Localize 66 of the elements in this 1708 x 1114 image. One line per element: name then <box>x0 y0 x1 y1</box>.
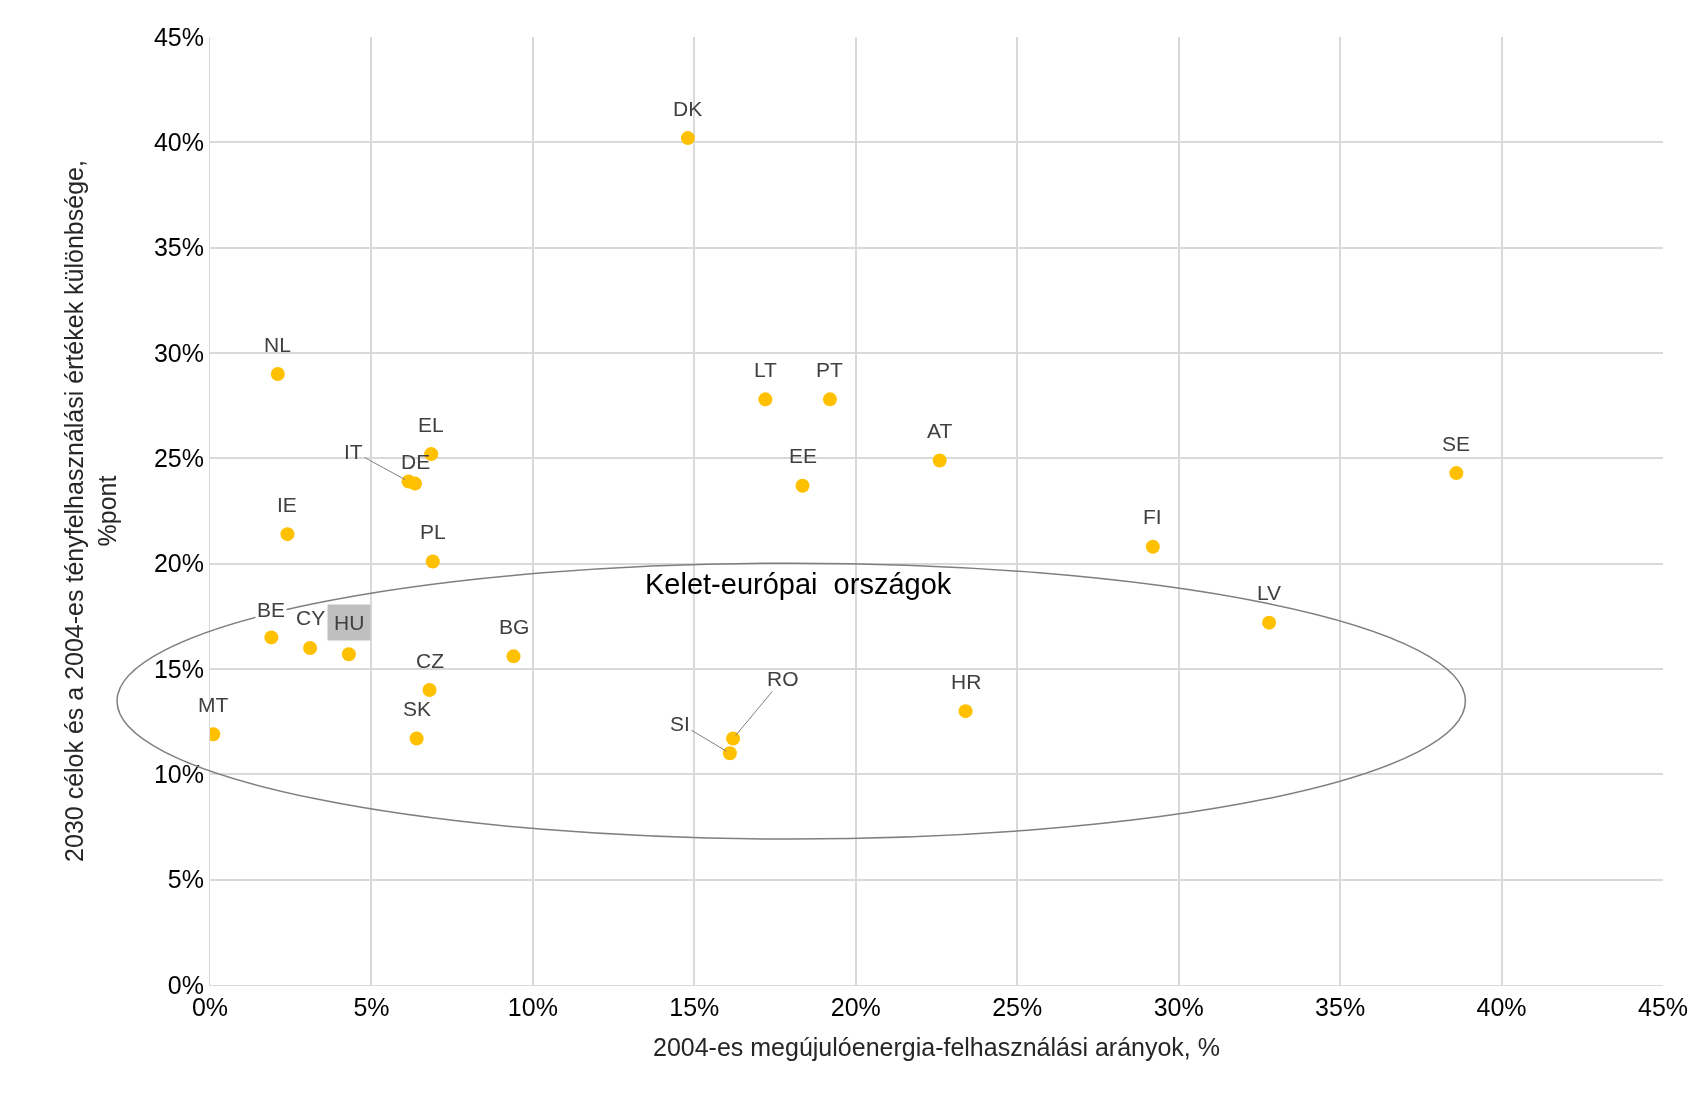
x-tick-label: 35% <box>1315 993 1366 1021</box>
annotation: DE <box>401 450 431 473</box>
y-tick-label: 25% <box>153 444 204 473</box>
annotation: Kelet-európai országok <box>645 568 952 600</box>
annotation: CY <box>296 606 326 629</box>
point <box>1145 539 1160 554</box>
y-tick-label: 45% <box>153 22 204 51</box>
point <box>408 476 423 491</box>
point <box>958 704 973 719</box>
point <box>795 478 810 493</box>
annotation: SI <box>670 712 690 735</box>
x-tick-label: 10% <box>507 993 558 1021</box>
x-tick-label: 15% <box>669 993 720 1021</box>
annotation: EL <box>418 413 444 436</box>
point <box>726 731 741 746</box>
x-tick-label: 5% <box>353 993 390 1021</box>
x-tick-label: 45% <box>1637 993 1689 1021</box>
annotation: FI <box>1143 505 1162 528</box>
x-tick-label: 25% <box>992 993 1043 1021</box>
point <box>932 453 947 468</box>
y-tick-label: 20% <box>153 549 204 578</box>
annotation: HU <box>334 611 365 634</box>
point <box>822 392 837 407</box>
y-axis-title: 2030 célok és a 2004-es tényfelhasználási értékek különbsége, %pont <box>60 160 121 862</box>
annotation: BE <box>257 598 286 621</box>
point <box>506 649 521 664</box>
point <box>1449 466 1464 481</box>
annotation: DK <box>673 97 703 120</box>
point <box>422 683 437 698</box>
point <box>680 131 695 146</box>
x-tick-label: 30% <box>1153 993 1204 1021</box>
point <box>303 640 318 655</box>
point <box>341 647 356 662</box>
x-tick-label: 20% <box>830 993 881 1021</box>
point <box>1262 615 1277 630</box>
annotation: NL <box>264 333 291 356</box>
y-tick-label: 30% <box>153 338 204 367</box>
y-tick-label: 40% <box>153 128 204 157</box>
annotation: MT <box>198 693 229 716</box>
annotation: AT <box>927 419 953 442</box>
point <box>758 392 773 407</box>
annotation: HR <box>951 670 982 693</box>
annotation: BG <box>499 615 530 638</box>
y-tick-label: 10% <box>153 760 204 789</box>
annotation: IT <box>344 440 363 463</box>
annotation: LT <box>754 358 778 381</box>
point <box>270 367 285 382</box>
point <box>409 731 424 746</box>
annotation: PT <box>816 358 844 381</box>
y-tick-label: 5% <box>167 865 204 894</box>
annotation: RO <box>767 667 799 690</box>
point <box>280 527 295 542</box>
annotation: SE <box>1442 432 1471 455</box>
annotation: CZ <box>416 649 445 672</box>
x-axis-title: 2004-es megújulóenergia-felhasználási arányok, % <box>652 1033 1221 1061</box>
annotation: SK <box>403 697 432 720</box>
annotation: LV <box>1257 581 1282 604</box>
annotation: IE <box>277 493 297 516</box>
x-tick-label: 40% <box>1476 993 1527 1021</box>
y-tick-label: 15% <box>153 654 204 683</box>
point <box>425 554 440 569</box>
point <box>264 630 279 645</box>
point <box>722 746 737 761</box>
y-tick-label: 35% <box>153 233 204 262</box>
annotation: PL <box>420 520 446 543</box>
annotation: EE <box>789 444 818 467</box>
